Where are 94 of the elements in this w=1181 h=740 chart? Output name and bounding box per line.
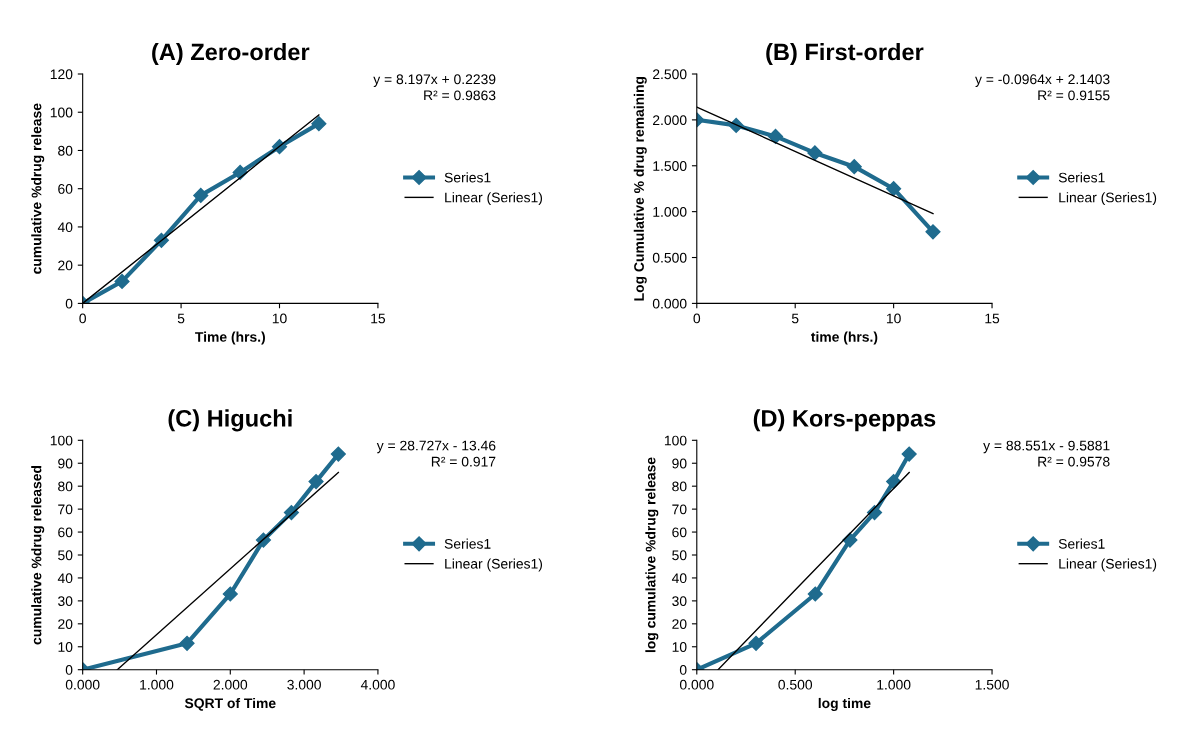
text: R² = 0.9578 bbox=[1038, 456, 1110, 467]
y-tick-label: 70 bbox=[58, 504, 73, 515]
x-tick-label: 1.000 bbox=[877, 679, 911, 690]
y-tick-label: 0.500 bbox=[652, 252, 687, 263]
y-tick-label: 80 bbox=[58, 481, 73, 492]
legend-label: Linear (Series1) bbox=[445, 558, 543, 572]
point bbox=[846, 159, 862, 175]
y-tick-label: 80 bbox=[672, 481, 687, 492]
x-tick-label: 2.000 bbox=[213, 679, 248, 690]
y-tick-label: 90 bbox=[672, 458, 687, 469]
y-tick-label: 30 bbox=[58, 596, 73, 607]
x-tick-label: 1.000 bbox=[140, 679, 174, 690]
y-tick-label: 40 bbox=[57, 222, 73, 233]
point bbox=[807, 145, 823, 161]
y-axis-title: cumulative %drug released bbox=[31, 465, 45, 645]
legend-label: Linear (Series1) bbox=[1059, 192, 1157, 206]
legend-label: Series1 bbox=[1058, 172, 1105, 183]
y-axis-title: Log Cumulative % drug remaining bbox=[633, 76, 647, 301]
y-tick-label: 120 bbox=[50, 69, 73, 80]
legend-label: Series1 bbox=[1058, 538, 1105, 549]
annotation: y = 88.551x - 9.5881 bbox=[983, 440, 1110, 454]
y-tick-label: 0.000 bbox=[652, 298, 687, 309]
x-tick-label: 1.500 bbox=[975, 679, 1009, 690]
y-tick-label: 1.500 bbox=[653, 161, 687, 171]
legend-label: Linear (Series1) bbox=[1059, 558, 1157, 572]
y-tick-label: 0 bbox=[65, 665, 73, 675]
x-tick-label: 5 bbox=[791, 313, 799, 324]
legend-label: Series1 bbox=[444, 172, 491, 183]
y-tick-label: 2.500 bbox=[653, 69, 687, 80]
point bbox=[193, 187, 209, 203]
point bbox=[330, 446, 346, 462]
x-axis-title: time (hrs.) bbox=[811, 331, 878, 345]
y-tick-label: 10 bbox=[58, 642, 73, 652]
x-axis-title: SQRT of Time bbox=[184, 697, 276, 711]
y-tick-label: 60 bbox=[58, 184, 73, 194]
x-tick-label: 15 bbox=[371, 313, 386, 324]
point bbox=[222, 586, 238, 602]
y-tick-label: 100 bbox=[50, 107, 73, 118]
legend-label: Linear (Series1) bbox=[445, 192, 543, 206]
point bbox=[311, 116, 327, 132]
chart-title: (A) Zero-order bbox=[152, 43, 310, 66]
point bbox=[232, 164, 248, 181]
chart-title: (B) First-order bbox=[766, 43, 924, 66]
legend-label: Series1 bbox=[444, 538, 491, 549]
point bbox=[748, 635, 764, 651]
y-axis-title: cumulative %drug release bbox=[31, 103, 45, 274]
x-tick-label: 0.000 bbox=[679, 679, 714, 690]
x-tick-label: 0 bbox=[79, 313, 86, 324]
annotation: y = 28.727x - 13.46 bbox=[376, 440, 496, 454]
x-tick-label: 4.000 bbox=[360, 679, 395, 690]
x-tick-label: 10 bbox=[886, 313, 901, 324]
point bbox=[886, 181, 902, 197]
annotation: y = 8.197x + 0.2239 bbox=[373, 74, 496, 87]
annotation: y = -0.0964x + 2.1403 bbox=[975, 74, 1110, 87]
x-tick-label: 0.500 bbox=[778, 679, 813, 690]
y-tick-label: 70 bbox=[672, 504, 687, 515]
y-tick-label: 20 bbox=[58, 619, 73, 629]
y-tick-label: 50 bbox=[58, 550, 73, 561]
point bbox=[308, 474, 324, 490]
x-axis-title: Time (hrs.) bbox=[195, 331, 265, 345]
point bbox=[179, 635, 195, 651]
text: R² = 0.917 bbox=[431, 456, 496, 467]
y-tick-label: 40 bbox=[57, 573, 73, 584]
x-axis-title: log time bbox=[818, 697, 871, 711]
y-tick-label: 40 bbox=[671, 573, 687, 584]
chart-title: (C) Higuchi bbox=[168, 409, 292, 432]
y-tick-label: 60 bbox=[58, 527, 73, 538]
point bbox=[807, 586, 823, 602]
y-tick-label: 80 bbox=[58, 145, 73, 156]
y-tick-label: 20 bbox=[672, 619, 687, 629]
y-tick-label: 1.000 bbox=[653, 206, 687, 217]
chart-title: (D) Kors-peppas bbox=[753, 409, 936, 432]
x-tick-label: 10 bbox=[272, 313, 287, 324]
x-tick-label: 0 bbox=[693, 313, 701, 324]
y-tick-label: 90 bbox=[58, 458, 73, 469]
text: R² = 0.9155 bbox=[1038, 90, 1110, 101]
point bbox=[925, 224, 941, 240]
y-axis-title: log cumulative %drug release bbox=[645, 457, 659, 653]
y-tick-label: 2.000 bbox=[653, 115, 687, 126]
text: R² = 0.9863 bbox=[424, 90, 496, 101]
y-tick-label: 100 bbox=[50, 435, 73, 446]
point bbox=[901, 446, 917, 462]
y-tick-label: 20 bbox=[58, 260, 73, 271]
x-tick-label: 3.000 bbox=[287, 679, 321, 690]
y-tick-label: 60 bbox=[672, 527, 687, 538]
x-tick-label: 5 bbox=[177, 313, 185, 324]
x-tick-label: 15 bbox=[985, 313, 1000, 324]
y-tick-label: 50 bbox=[672, 550, 687, 561]
y-tick-label: 0 bbox=[679, 665, 687, 675]
y-tick-label: 10 bbox=[672, 642, 687, 652]
y-tick-label: 30 bbox=[672, 596, 687, 607]
y-tick-label: 100 bbox=[664, 435, 687, 446]
point bbox=[114, 273, 130, 289]
y-tick-label: 0 bbox=[65, 298, 73, 309]
